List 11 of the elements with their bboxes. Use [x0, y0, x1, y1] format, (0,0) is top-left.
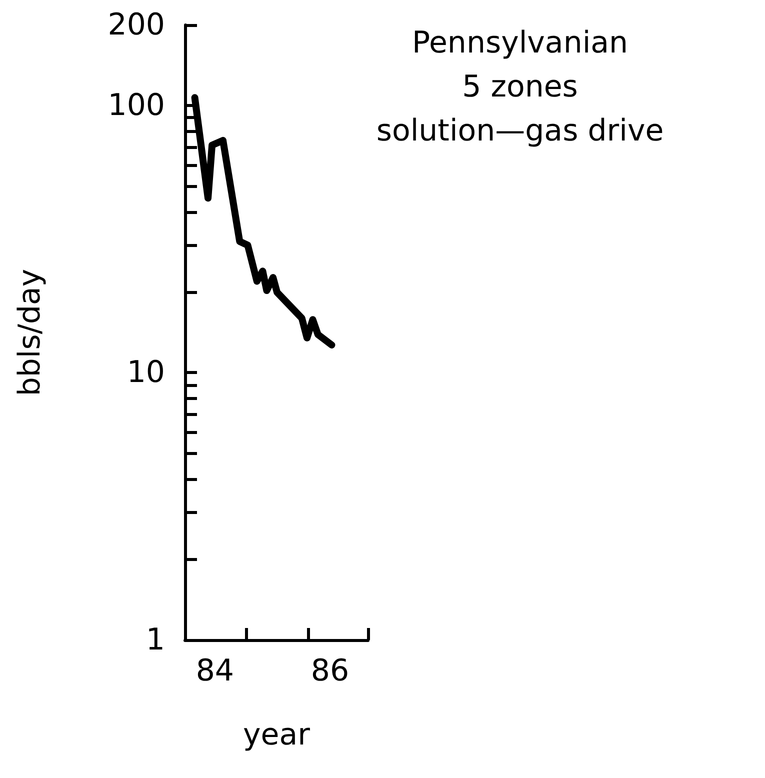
- x-axis-title: year: [243, 718, 311, 752]
- x-tick-label: 86: [310, 654, 350, 688]
- text: Pennsylvanian: [412, 26, 628, 60]
- y-tick-label: 10: [126, 355, 165, 390]
- y-tick-label: 100: [108, 88, 165, 123]
- text: solution—gas drive: [376, 114, 664, 148]
- x-tick-label: 84: [196, 654, 234, 688]
- y-tick-label: 1: [146, 622, 165, 658]
- text: 5 zones: [462, 70, 578, 104]
- y-axis-title: bbls/day: [12, 268, 48, 396]
- y-tick-label: 200: [108, 8, 165, 42]
